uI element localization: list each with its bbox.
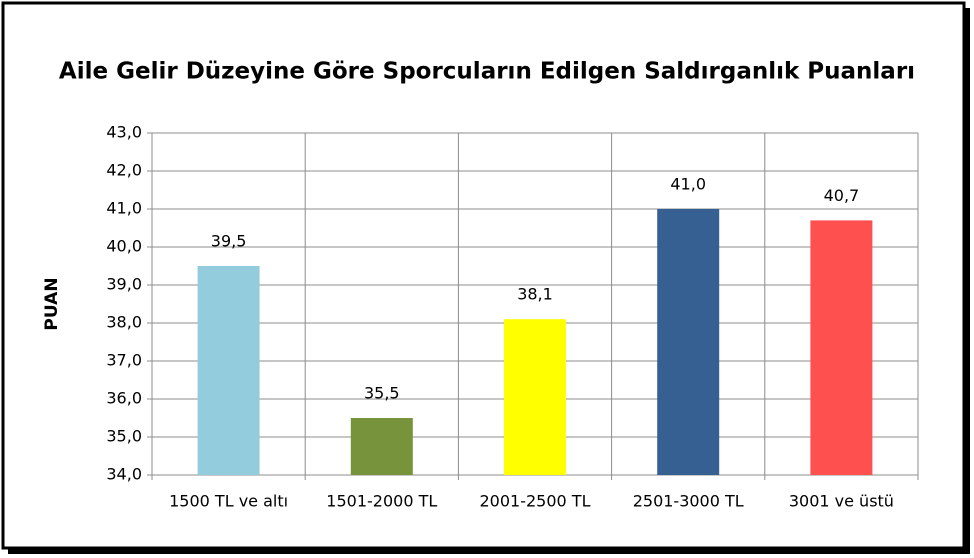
y-axis-title: PUAN: [42, 277, 62, 330]
chart-title: Aile Gelir Düzeyine Göre Sporcuların Edi…: [59, 59, 915, 85]
x-tick-label: 2001-2500 TL: [480, 492, 591, 511]
bar: [504, 319, 566, 475]
value-label: 41,0: [670, 175, 706, 194]
x-tick-label: 1500 TL ve altı: [169, 492, 288, 511]
y-tick-label: 43,0: [106, 123, 142, 142]
x-tick-label: 1501-2000 TL: [326, 492, 437, 511]
x-tick-label: 2501-3000 TL: [633, 492, 744, 511]
y-tick-label: 35,0: [106, 427, 142, 446]
y-tick-label: 37,0: [106, 351, 142, 370]
bar: [657, 209, 720, 475]
bar: [197, 266, 260, 475]
frame: [1, 1, 966, 550]
value-label: 40,7: [824, 186, 860, 205]
value-label: 39,5: [211, 232, 247, 251]
y-tick-label: 34,0: [106, 465, 142, 484]
y-tick-label: 36,0: [106, 389, 142, 408]
bar: [810, 220, 873, 475]
value-label: 35,5: [364, 384, 400, 403]
y-tick-label: 41,0: [106, 199, 142, 218]
x-tick-label: 3001 ve üstü: [789, 492, 894, 511]
y-tick-label: 40,0: [106, 237, 142, 256]
bar: [350, 418, 413, 475]
y-tick-label: 39,0: [106, 275, 142, 294]
y-tick-label: 42,0: [106, 161, 142, 180]
value-label: 38,1: [517, 285, 553, 304]
y-tick-label: 38,0: [106, 313, 142, 332]
